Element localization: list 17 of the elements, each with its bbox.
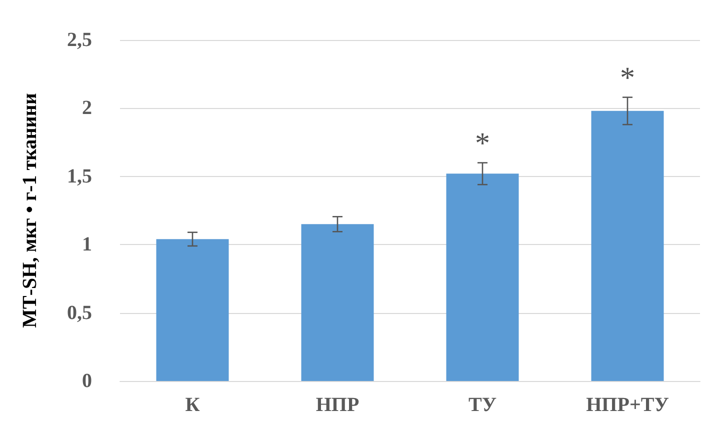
y-tick-label: 0,5 bbox=[67, 302, 92, 324]
x-tick-label: К bbox=[185, 394, 200, 416]
bar bbox=[301, 224, 374, 381]
annotation: * bbox=[620, 61, 635, 94]
x-tick-label: НПР+ТУ bbox=[586, 394, 670, 416]
bar bbox=[446, 174, 519, 381]
annotation: * bbox=[475, 126, 490, 160]
x-tick-label: НПР bbox=[316, 394, 360, 416]
y-tick-label: 2,5 bbox=[67, 29, 92, 51]
y-tick-label: 1 bbox=[82, 234, 92, 256]
y-tick-label: 2 bbox=[82, 97, 92, 120]
y-tick-label: 0 bbox=[82, 370, 92, 392]
y-tick-label: 1,5 bbox=[67, 165, 92, 188]
y-axis-title: МТ-SH, мкг • г-1 тканини bbox=[19, 93, 41, 328]
bar bbox=[591, 110, 664, 381]
bar bbox=[156, 239, 229, 381]
x-tick-label: ТУ bbox=[468, 394, 497, 416]
